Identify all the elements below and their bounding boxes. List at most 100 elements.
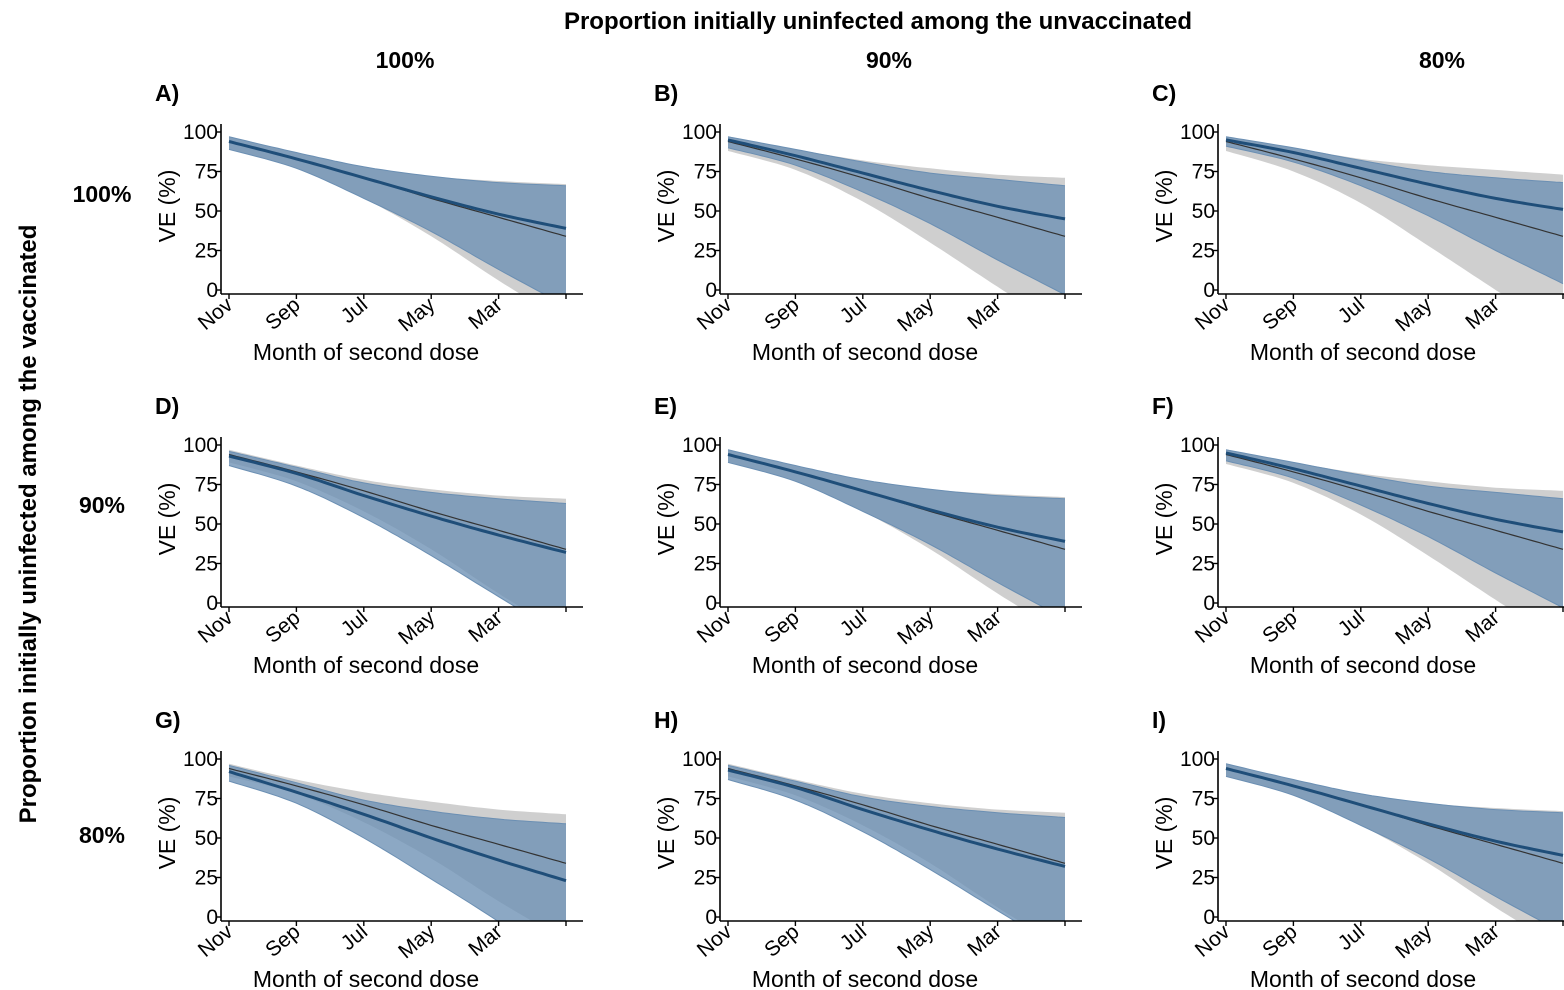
y-tick-label: 100 xyxy=(682,121,717,144)
panel-3: 0 25 50 75 100 Nov Sep Jul May Mar Month of second… xyxy=(1151,80,1564,365)
plot-area xyxy=(228,449,567,607)
column-header-title: Proportion initially uninfected among th… xyxy=(564,8,1192,35)
y-tick-label: 50 xyxy=(195,513,218,536)
y-axis-title: VE (%) xyxy=(1151,170,1177,243)
x-tick-label: Sep xyxy=(1258,606,1301,648)
x-tick-label: Nov xyxy=(693,293,737,335)
x-tick-label: Sep xyxy=(261,606,304,648)
main-ci-lower-edge xyxy=(1225,775,1543,921)
column-header-1: 100% xyxy=(376,47,435,73)
x-tick-label: Jul xyxy=(337,293,372,328)
x-tick-label: Mar xyxy=(464,293,506,334)
y-tick-label: 75 xyxy=(1192,161,1215,184)
plot-area xyxy=(727,136,1066,294)
x-tick-label: Nov xyxy=(693,606,737,648)
y-tick-label: 25 xyxy=(195,240,218,263)
panel-label: A) xyxy=(155,80,179,106)
x-tick-label: Mar xyxy=(464,920,506,961)
y-tick-label: 25 xyxy=(694,240,717,263)
x-tick-label: May xyxy=(1391,920,1437,963)
main-ci-upper-edge xyxy=(228,136,567,187)
y-tick-label: 0 xyxy=(705,592,717,615)
x-tick-label: Sep xyxy=(261,293,304,335)
y-tick-label: 75 xyxy=(195,161,218,184)
main-ci-band xyxy=(229,451,566,607)
x-tick-label: Sep xyxy=(760,293,803,335)
y-tick-label: 0 xyxy=(705,279,717,302)
x-tick-label: Mar xyxy=(1461,920,1503,961)
x-axis-title: Month of second dose xyxy=(253,339,479,365)
y-tick-label: 100 xyxy=(183,748,218,771)
x-tick-label: Jul xyxy=(337,920,372,955)
y-tick-label: 0 xyxy=(1203,279,1215,302)
plot-area xyxy=(228,763,567,921)
main-ci-upper-edge xyxy=(1225,763,1564,814)
x-tick-label: Nov xyxy=(194,606,238,648)
y-tick-label: 25 xyxy=(1192,240,1215,263)
main-series-line xyxy=(228,770,567,883)
main-ci-upper-edge xyxy=(1225,136,1564,184)
y-tick-label: 100 xyxy=(1180,434,1215,457)
x-axis-title: Month of second dose xyxy=(752,652,978,678)
x-tick-label: May xyxy=(893,606,939,649)
x-tick-label: Jul xyxy=(337,606,372,641)
panel-4: 0 25 50 75 100 Nov Sep Jul May Mar Month of second… xyxy=(154,393,583,678)
x-tick-label: Sep xyxy=(1258,920,1301,962)
x-tick-label: Nov xyxy=(1191,293,1235,335)
x-axis-title: Month of second dose xyxy=(1250,652,1476,678)
x-tick-label: May xyxy=(394,606,440,649)
y-tick-label: 75 xyxy=(694,788,717,811)
reference-series-line xyxy=(727,140,1066,237)
panel-label: B) xyxy=(654,80,678,106)
y-tick-label: 100 xyxy=(183,434,218,457)
panel-label: I) xyxy=(1152,707,1166,733)
y-tick-label: 0 xyxy=(1203,906,1215,929)
main-ci-upper-edge xyxy=(727,449,1066,500)
y-axis-title: VE (%) xyxy=(154,170,180,243)
y-tick-label: 0 xyxy=(1203,592,1215,615)
reference-ci-band xyxy=(1226,449,1563,607)
main-ci-band xyxy=(229,136,566,294)
panel-label: H) xyxy=(654,707,678,733)
main-series-line xyxy=(727,768,1066,868)
main-ci-lower-edge xyxy=(228,780,499,921)
x-tick-label: Jul xyxy=(1334,293,1369,328)
y-tick-label: 25 xyxy=(195,867,218,890)
x-tick-label: May xyxy=(893,293,939,336)
main-ci-upper-edge xyxy=(727,136,1066,187)
main-ci-lower-edge xyxy=(1225,145,1564,285)
x-tick-label: Mar xyxy=(1461,606,1503,647)
plot-area xyxy=(727,449,1066,607)
y-tick-label: 50 xyxy=(694,827,717,850)
panel-8: 0 25 50 75 100 Nov Sep Jul May Mar Month of second… xyxy=(653,707,1082,990)
x-tick-label: Sep xyxy=(760,606,803,648)
y-axis-title: VE (%) xyxy=(653,797,679,870)
x-tick-label: Jul xyxy=(836,606,871,641)
panel-9: 0 25 50 75 100 Nov Sep Jul May Mar Month of second… xyxy=(1151,707,1564,990)
main-ci-band xyxy=(1226,136,1563,284)
plot-area xyxy=(1225,136,1564,294)
y-tick-label: 75 xyxy=(694,474,717,497)
x-tick-label: Nov xyxy=(194,293,238,335)
x-tick-label: May xyxy=(1391,606,1437,649)
x-tick-label: May xyxy=(893,920,939,963)
main-series-line xyxy=(1225,767,1564,857)
x-axis-title: Month of second dose xyxy=(253,966,479,990)
main-ci-lower-edge xyxy=(228,148,546,294)
main-ci-lower-edge xyxy=(228,465,517,607)
column-header-3: 80% xyxy=(1419,47,1465,73)
column-header-2: 90% xyxy=(866,47,912,73)
panel-1: 0 25 50 75 100 Nov Sep Jul May Mar Month of second… xyxy=(154,80,583,365)
y-tick-label: 25 xyxy=(1192,553,1215,576)
y-tick-label: 100 xyxy=(1180,748,1215,771)
x-tick-label: Nov xyxy=(1191,920,1235,962)
reference-ci-band xyxy=(728,136,1065,294)
y-axis-title: VE (%) xyxy=(653,170,679,243)
panel-label: G) xyxy=(155,707,181,733)
x-tick-label: Nov xyxy=(1191,606,1235,648)
x-tick-label: Jul xyxy=(1334,920,1369,955)
y-tick-label: 25 xyxy=(694,553,717,576)
y-tick-label: 50 xyxy=(694,513,717,536)
y-tick-label: 50 xyxy=(1192,200,1215,223)
panel-label: C) xyxy=(1152,80,1176,106)
